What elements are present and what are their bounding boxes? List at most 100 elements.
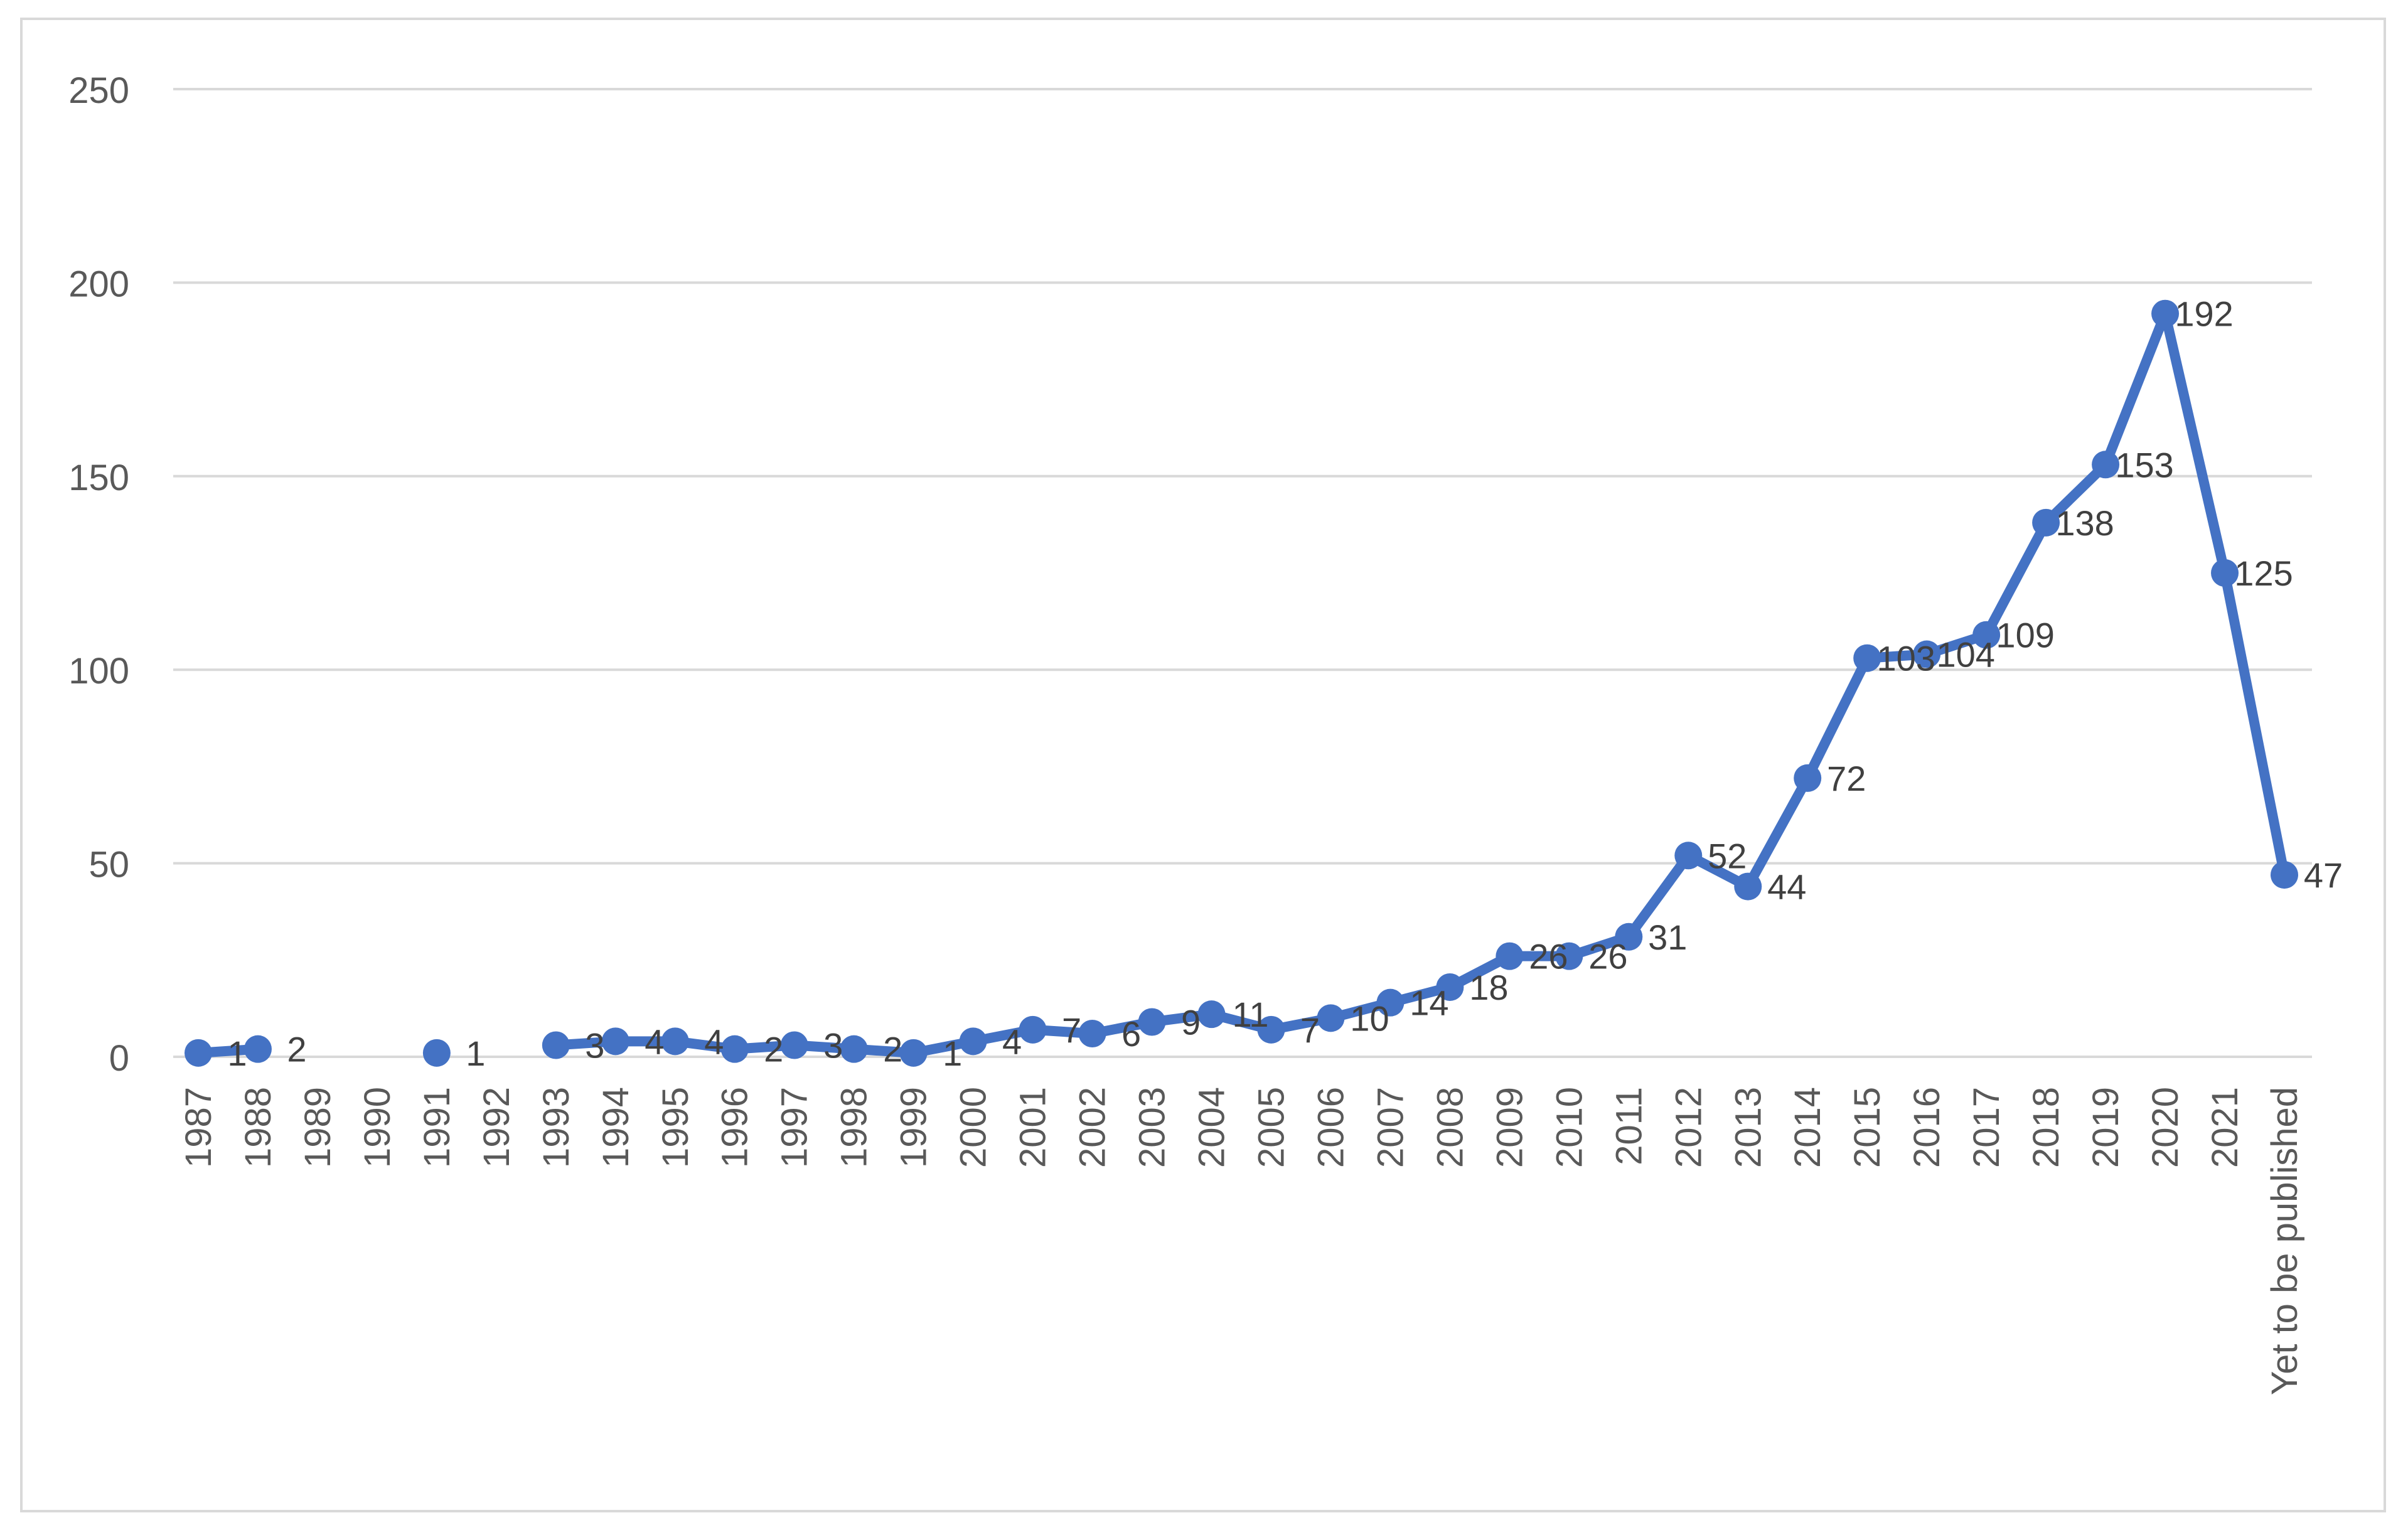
data-label: 47 [2304, 855, 2343, 895]
data-label: 2 [764, 1030, 783, 1069]
data-point [2032, 508, 2060, 537]
data-point [959, 1027, 987, 1056]
data-point [1197, 1000, 1226, 1029]
data-point [720, 1035, 749, 1063]
data-point [1972, 621, 2001, 649]
x-tick-label: 2020 [2145, 1087, 2186, 1168]
data-point [1853, 644, 1881, 672]
data-label: 1 [943, 1034, 962, 1073]
x-tick-label: 2003 [1132, 1087, 1173, 1168]
line-chart: 0 50 100 150 200 250 1987 1988 1989 1990 1991 1992… [68, 70, 2343, 1395]
data-label: 1 [466, 1034, 485, 1073]
data-label: 2 [883, 1030, 902, 1069]
data-point [840, 1035, 868, 1063]
y-tick-label: 100 [68, 651, 129, 692]
x-tick-label: 1993 [536, 1087, 577, 1168]
x-tick-label: 1990 [357, 1087, 398, 1168]
data-label: 4 [1002, 1022, 1022, 1061]
y-tick-label: 50 [88, 845, 129, 885]
x-tick-label: 2001 [1013, 1087, 1054, 1168]
x-tick-label: Yet to be published [2264, 1087, 2305, 1395]
data-label: 4 [704, 1022, 724, 1061]
x-tick-label: 2014 [1787, 1087, 1828, 1168]
y-tick-label: 250 [68, 70, 129, 111]
data-point [1615, 923, 1643, 951]
x-tick-label: 2006 [1310, 1087, 1351, 1168]
data-label: 14 [1410, 983, 1448, 1023]
data-label: 1 [227, 1034, 247, 1073]
x-tick-label: 1989 [297, 1087, 338, 1168]
data-point [601, 1027, 629, 1056]
x-tick-label: 1988 [238, 1087, 279, 1168]
x-tick-label: 1997 [774, 1087, 815, 1168]
data-label: 9 [1181, 1002, 1201, 1042]
data-point [899, 1039, 928, 1067]
data-label: 4 [645, 1022, 664, 1061]
data-point [1078, 1019, 1106, 1047]
data-point [422, 1039, 451, 1067]
data-label: 44 [1767, 867, 1806, 907]
data-label: 3 [823, 1025, 843, 1065]
chart-frame: 0 50 100 150 200 250 1987 1988 1989 1990 1991 1992… [20, 18, 2386, 1512]
data-point [1555, 942, 1583, 970]
x-tick-label: 2010 [1549, 1087, 1590, 1168]
data-point [2151, 299, 2180, 328]
data-point [1138, 1008, 1166, 1036]
x-tick-label: 1987 [178, 1087, 219, 1168]
data-label: 18 [1469, 968, 1508, 1007]
x-tick-label: 1991 [417, 1087, 458, 1168]
data-point [2092, 451, 2120, 479]
x-tick-label: 2008 [1430, 1087, 1470, 1168]
data-label: 2 [287, 1030, 306, 1069]
data-point [1257, 1015, 1285, 1044]
data-point [1674, 842, 1703, 870]
data-label: 6 [1121, 1014, 1141, 1054]
x-tick-label: 2011 [1608, 1087, 1649, 1165]
data-label: 72 [1827, 759, 1866, 798]
y-tick-label: 200 [68, 264, 129, 304]
data-point [2211, 559, 2239, 587]
data-label: 109 [1996, 616, 2054, 655]
x-tick-label: 2009 [1489, 1087, 1530, 1168]
data-label: 52 [1708, 836, 1747, 875]
x-tick-label: 1999 [894, 1087, 934, 1168]
data-label: 11 [1232, 995, 1268, 1034]
data-label: 10 [1350, 998, 1389, 1038]
data-point [1734, 872, 1762, 901]
x-tick-label: 1995 [655, 1087, 696, 1168]
data-point [661, 1027, 689, 1056]
data-label: 104 [1936, 635, 1994, 675]
data-label: 31 [1648, 917, 1687, 957]
data-label: 26 [1529, 937, 1568, 976]
data-point [1317, 1004, 1345, 1032]
data-point [1019, 1015, 1047, 1044]
x-tick-label: 2016 [1907, 1087, 1947, 1168]
data-label: 138 [2055, 503, 2114, 543]
data-point [780, 1031, 808, 1059]
x-tick-label: 2021 [2205, 1087, 2245, 1168]
data-label: 3 [585, 1025, 604, 1065]
data-label: 125 [2234, 554, 2293, 593]
data-point [1436, 973, 1464, 1001]
data-point [542, 1031, 570, 1059]
data-label: 153 [2115, 445, 2173, 484]
data-point [243, 1035, 272, 1063]
y-axis-tick-labels: 0 50 100 150 200 250 [68, 70, 129, 1079]
y-tick-label: 150 [68, 457, 129, 498]
x-tick-label: 2013 [1728, 1087, 1769, 1168]
x-tick-label: 2007 [1370, 1087, 1411, 1168]
data-label: 103 [1876, 639, 1935, 678]
series-line [193, 308, 2289, 1058]
x-tick-label: 1998 [834, 1087, 875, 1168]
x-tick-label: 2004 [1192, 1087, 1233, 1168]
data-point [1496, 942, 1524, 970]
x-tick-label: 2017 [1966, 1087, 2007, 1168]
x-tick-label: 1994 [596, 1087, 636, 1168]
data-point [1376, 988, 1405, 1017]
x-tick-label: 2012 [1668, 1087, 1709, 1168]
data-label: 7 [1300, 1010, 1320, 1050]
data-point [1913, 640, 1941, 668]
x-axis-tick-labels: 1987 1988 1989 1990 1991 1992 1993 1994 1995 1996… [178, 1087, 2305, 1395]
y-tick-label: 0 [109, 1038, 129, 1079]
